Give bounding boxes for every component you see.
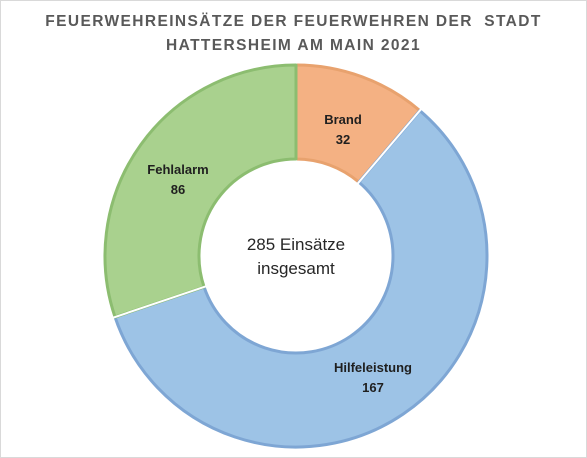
- slice-fehlalarm: [103, 63, 298, 319]
- slice-value-hilfeleistung: 167: [362, 380, 384, 395]
- slice-label-fehlalarm: Fehlalarm: [147, 162, 208, 177]
- slice-label-brand: Brand: [324, 112, 362, 127]
- center-label-line-2: insgesamt: [257, 259, 335, 278]
- slice-value-brand: 32: [336, 132, 350, 147]
- chart-title-line-2: HATTERSHEIM AM MAIN 2021: [166, 37, 421, 54]
- donut-slices: [103, 63, 489, 449]
- slice-separator: [356, 108, 422, 185]
- center-label-line-1: 285 Einsätze: [247, 235, 345, 254]
- slice-separator: [112, 285, 207, 319]
- slice-label-hilfeleistung: Hilfeleistung: [334, 360, 412, 375]
- donut-labels: Brand 32 Hilfeleistung 167 Fehlalarm 86: [147, 112, 412, 395]
- slice-hilfeleistung: [113, 109, 489, 449]
- chart-title-line-1: FEUERWEHREINSÄTZE DER FEUERWEHREN DER ST…: [45, 13, 542, 30]
- slice-value-fehlalarm: 86: [171, 182, 185, 197]
- chart-title: FEUERWEHREINSÄTZE DER FEUERWEHREN DER ST…: [0, 10, 587, 58]
